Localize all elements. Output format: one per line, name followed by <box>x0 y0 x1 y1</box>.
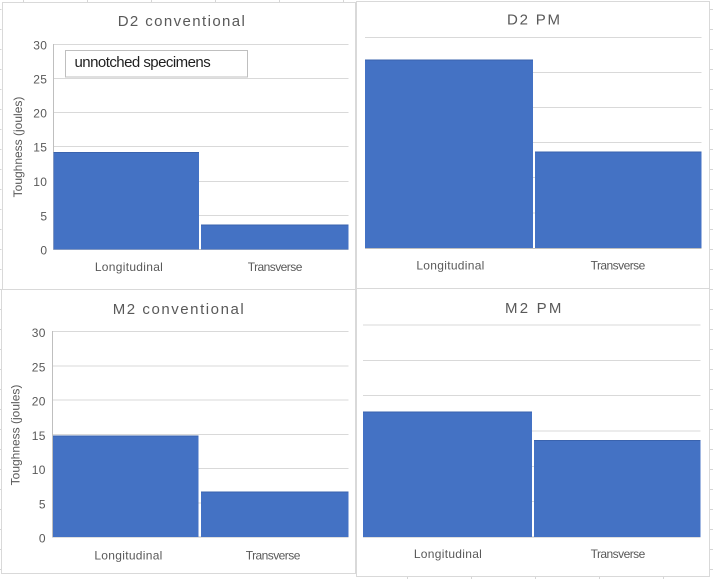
svg-text:Longitudinal: Longitudinal <box>94 549 162 563</box>
svg-text:5: 5 <box>40 210 47 224</box>
svg-text:15: 15 <box>33 141 47 155</box>
svg-text:unnotched specimens: unnotched specimens <box>75 54 211 71</box>
svg-text:Longitudinal: Longitudinal <box>95 260 163 274</box>
svg-text:0: 0 <box>39 532 46 546</box>
svg-text:Longitudinal: Longitudinal <box>416 259 484 273</box>
svg-text:10: 10 <box>33 175 47 189</box>
svg-text:D2 PM: D2 PM <box>507 12 562 29</box>
svg-text:30: 30 <box>33 39 47 53</box>
svg-text:25: 25 <box>33 73 47 87</box>
svg-text:Transverse: Transverse <box>246 549 301 563</box>
svg-text:Toughness (joules): Toughness (joules) <box>11 97 25 198</box>
svg-text:Transverse: Transverse <box>591 547 646 561</box>
svg-text:20: 20 <box>33 107 47 121</box>
svg-text:10: 10 <box>32 463 46 477</box>
svg-text:25: 25 <box>32 361 46 375</box>
svg-text:0: 0 <box>40 244 47 258</box>
svg-text:M2 conventional: M2 conventional <box>113 301 245 318</box>
svg-text:Transverse: Transverse <box>591 259 646 273</box>
svg-text:Transverse: Transverse <box>248 260 303 274</box>
svg-text:30: 30 <box>32 326 46 340</box>
svg-text:20: 20 <box>32 395 46 409</box>
svg-text:Toughness (joules): Toughness (joules) <box>9 385 23 486</box>
svg-text:5: 5 <box>39 498 46 512</box>
svg-text:15: 15 <box>32 429 46 443</box>
svg-text:D2 conventional: D2 conventional <box>118 13 247 30</box>
svg-text:Longitudinal: Longitudinal <box>414 547 482 561</box>
svg-text:M2 PM: M2 PM <box>505 300 564 317</box>
